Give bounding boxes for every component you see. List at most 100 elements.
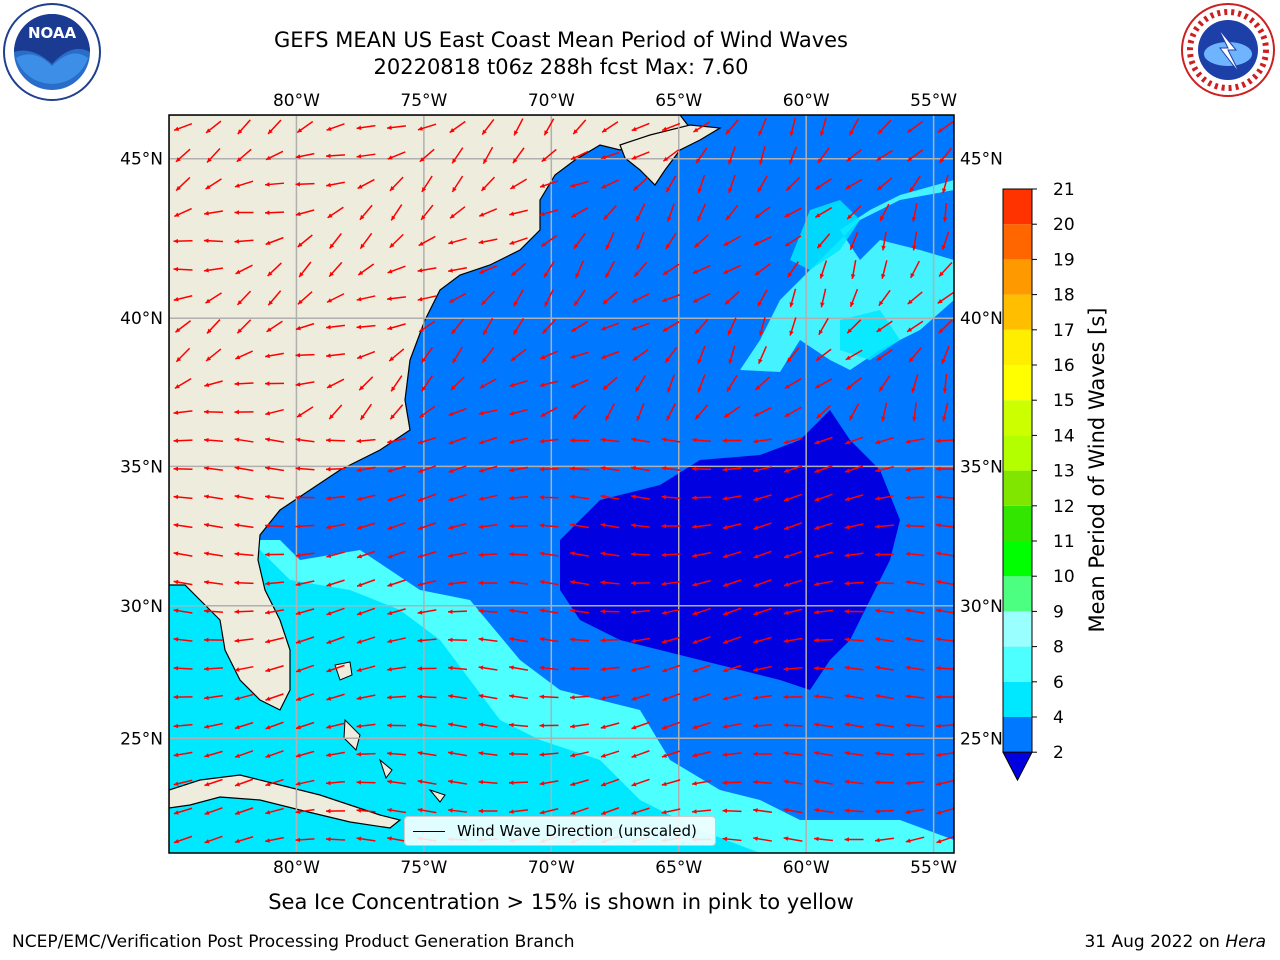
wind-vector xyxy=(236,319,252,334)
wind-vector xyxy=(539,665,559,671)
wind-vector xyxy=(907,291,923,305)
wind-vector xyxy=(569,666,590,671)
colorbar-tick-label: 20 xyxy=(1053,215,1075,235)
wind-vector xyxy=(874,722,895,728)
wind-vector xyxy=(784,406,802,418)
wind-vector xyxy=(631,293,650,303)
wind-vector xyxy=(632,348,649,362)
wind-vector xyxy=(478,637,498,642)
wind-vector xyxy=(539,438,559,444)
wind-vector xyxy=(326,664,345,673)
wind-vector xyxy=(265,836,284,843)
wind-vector xyxy=(909,260,921,279)
wind-vector xyxy=(478,608,498,614)
wind-vector xyxy=(482,317,494,336)
wind-vector xyxy=(941,231,950,251)
sea-ice-caption: Sea Ice Concentration > 15% is shown in … xyxy=(268,890,854,914)
wind-vector xyxy=(204,380,223,388)
wind-vector xyxy=(661,466,681,471)
wind-vector xyxy=(386,723,407,728)
wind-vector xyxy=(693,234,710,248)
wind-vector xyxy=(725,119,739,135)
wind-vector xyxy=(265,750,284,758)
wind-vector xyxy=(237,119,251,135)
wind-vector xyxy=(265,437,284,443)
wind-vector xyxy=(205,348,222,362)
wind-vector xyxy=(846,148,862,163)
wind-vector xyxy=(387,323,406,331)
wind-vector xyxy=(814,522,833,530)
wind-vector xyxy=(723,235,741,247)
wind-vector xyxy=(480,290,496,306)
wind-vector xyxy=(600,322,620,331)
wind-vector xyxy=(905,665,925,671)
colorbar-segment xyxy=(1003,505,1032,541)
wind-vector xyxy=(816,233,831,249)
wind-vector xyxy=(631,322,650,331)
wind-vector xyxy=(874,524,895,529)
wind-vector xyxy=(417,295,437,302)
wind-vector xyxy=(813,609,834,615)
wind-vector xyxy=(513,289,524,307)
wind-vector xyxy=(814,465,833,473)
wind-vector xyxy=(846,205,862,220)
wind-vector xyxy=(757,289,768,307)
wind-vector xyxy=(387,437,406,444)
map-plot-area xyxy=(169,115,954,853)
wind-vector xyxy=(509,665,528,671)
wind-vector xyxy=(753,550,772,559)
wind-vector xyxy=(569,695,590,700)
wind-vector xyxy=(820,288,827,308)
wind-vector xyxy=(417,493,437,502)
wind-vector xyxy=(570,751,589,758)
wind-vector xyxy=(539,466,559,472)
wind-vector xyxy=(786,347,800,363)
wind-vector xyxy=(696,203,707,222)
wind-vector xyxy=(905,523,925,529)
wind-vector xyxy=(722,522,742,530)
wind-vector xyxy=(752,779,773,785)
wind-vector xyxy=(905,751,925,757)
wind-vector xyxy=(813,666,834,671)
wind-vector xyxy=(326,751,345,758)
wind-vector xyxy=(325,353,346,358)
wind-vector xyxy=(296,406,314,418)
wind-vector xyxy=(325,780,346,786)
wind-vector xyxy=(386,666,407,672)
wind-vector xyxy=(264,210,285,215)
wind-vector xyxy=(234,551,254,557)
colorbar-tick-label: 4 xyxy=(1053,708,1064,728)
wind-vector xyxy=(600,722,620,730)
national-weather-service-logo xyxy=(1181,3,1275,97)
wind-vector xyxy=(876,320,893,333)
wind-vector xyxy=(296,120,314,134)
wind-vector xyxy=(448,237,467,245)
wind-vector xyxy=(813,722,834,728)
wind-vector xyxy=(235,350,253,360)
wind-vector xyxy=(844,637,864,642)
wind-vector xyxy=(206,319,221,334)
wind-vector xyxy=(874,580,895,585)
lon-tick-label-bottom: 75°W xyxy=(400,858,447,878)
wind-vector xyxy=(878,289,891,307)
wind-vector xyxy=(813,637,834,643)
wind-vector xyxy=(418,235,436,247)
lon-tick-label-bottom: 65°W xyxy=(655,858,702,878)
wind-vector xyxy=(450,376,465,391)
colorbar-tick-label: 18 xyxy=(1053,286,1075,306)
wind-vector xyxy=(722,722,742,729)
colorbar-tick-label: 11 xyxy=(1053,532,1075,552)
wind-vector xyxy=(236,148,252,163)
wind-vector xyxy=(600,465,620,472)
wind-vector xyxy=(788,146,798,165)
wind-vector xyxy=(509,636,528,643)
wind-vector xyxy=(541,319,557,334)
wind-vector xyxy=(814,207,833,218)
wind-vector xyxy=(814,378,833,389)
wind-vector xyxy=(634,374,647,393)
wind-vector xyxy=(631,807,650,815)
wind-vector xyxy=(447,637,468,643)
wind-vector xyxy=(727,317,737,336)
wind-vector xyxy=(722,780,742,785)
wind-vector xyxy=(846,377,862,390)
